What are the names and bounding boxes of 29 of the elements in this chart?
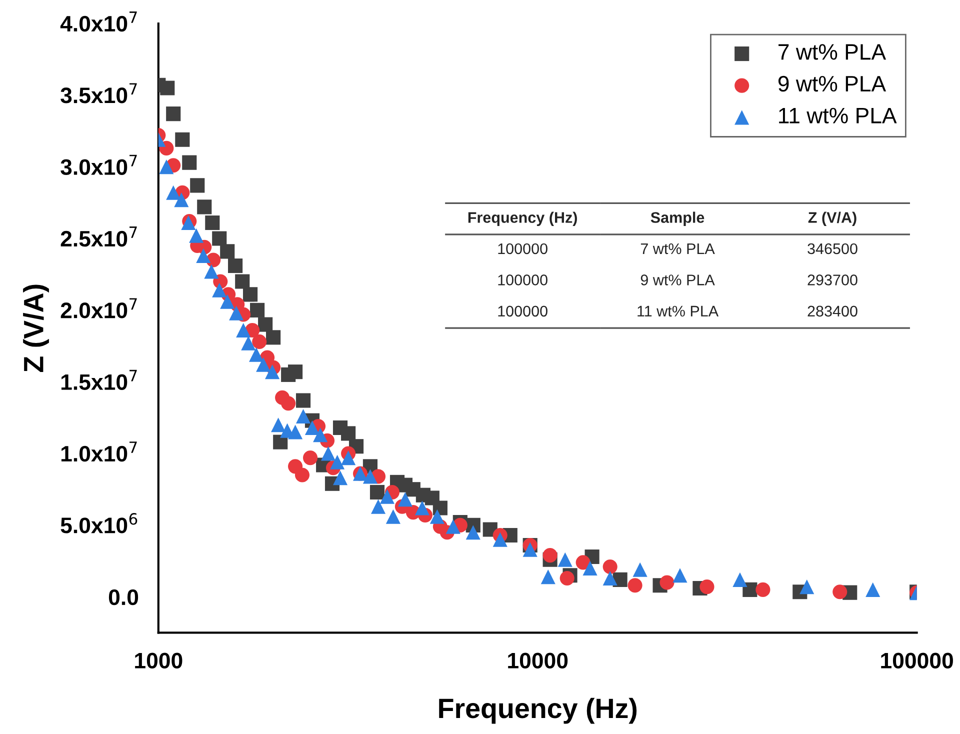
- annotation: 283400: [808, 306, 858, 317]
- annotation: Sample: [650, 212, 704, 226]
- annotation: 9 wt% PLA: [640, 274, 715, 286]
- x-tick-label: 10000: [508, 652, 568, 668]
- y-tick-label: 4.0x10$^{7}$: [60, 12, 137, 32]
- annotation: 7 wt% PLA: [640, 243, 715, 254]
- annotation: 346500: [808, 243, 858, 254]
- annotation: 11 wt% PLA: [638, 306, 719, 317]
- y-tick-label: 1.5x10$^{7}$: [61, 370, 137, 390]
- y-tick-label: 3.5x10$^{7}$: [60, 83, 137, 104]
- y-tick-label: 1.0x10$^{7}$: [61, 442, 137, 462]
- annotation: 100000: [498, 306, 548, 317]
- x-axis-title: Frequency (Hz): [439, 698, 637, 724]
- y-axis-title: Z (V/A): [23, 284, 49, 372]
- x-tick-label: 100000: [881, 652, 953, 668]
- y-tick-label: 5.0x10$^{6}$: [60, 513, 138, 534]
- legend-label: 7 wt% PLA: [778, 44, 886, 60]
- y-tick-label: 0.0: [108, 589, 138, 606]
- annotation: Frequency (Hz): [468, 212, 577, 226]
- y-tick-label: 3.0x10$^{7}$: [60, 154, 137, 175]
- legend-label: 9 wt% PLA: [778, 76, 886, 92]
- annotation: 100000: [498, 274, 548, 286]
- x-tick-label: 1000: [135, 652, 182, 668]
- annotation: 100000: [498, 243, 548, 254]
- y-tick-label: 2.0x10$^{7}$: [60, 298, 137, 318]
- legend-label: 11 wt% PLA: [779, 108, 897, 124]
- annotation: Z (V/A): [808, 212, 856, 226]
- annotation: 293700: [808, 274, 858, 286]
- y-tick-label: 2.5x10$^{7}$: [60, 226, 137, 247]
